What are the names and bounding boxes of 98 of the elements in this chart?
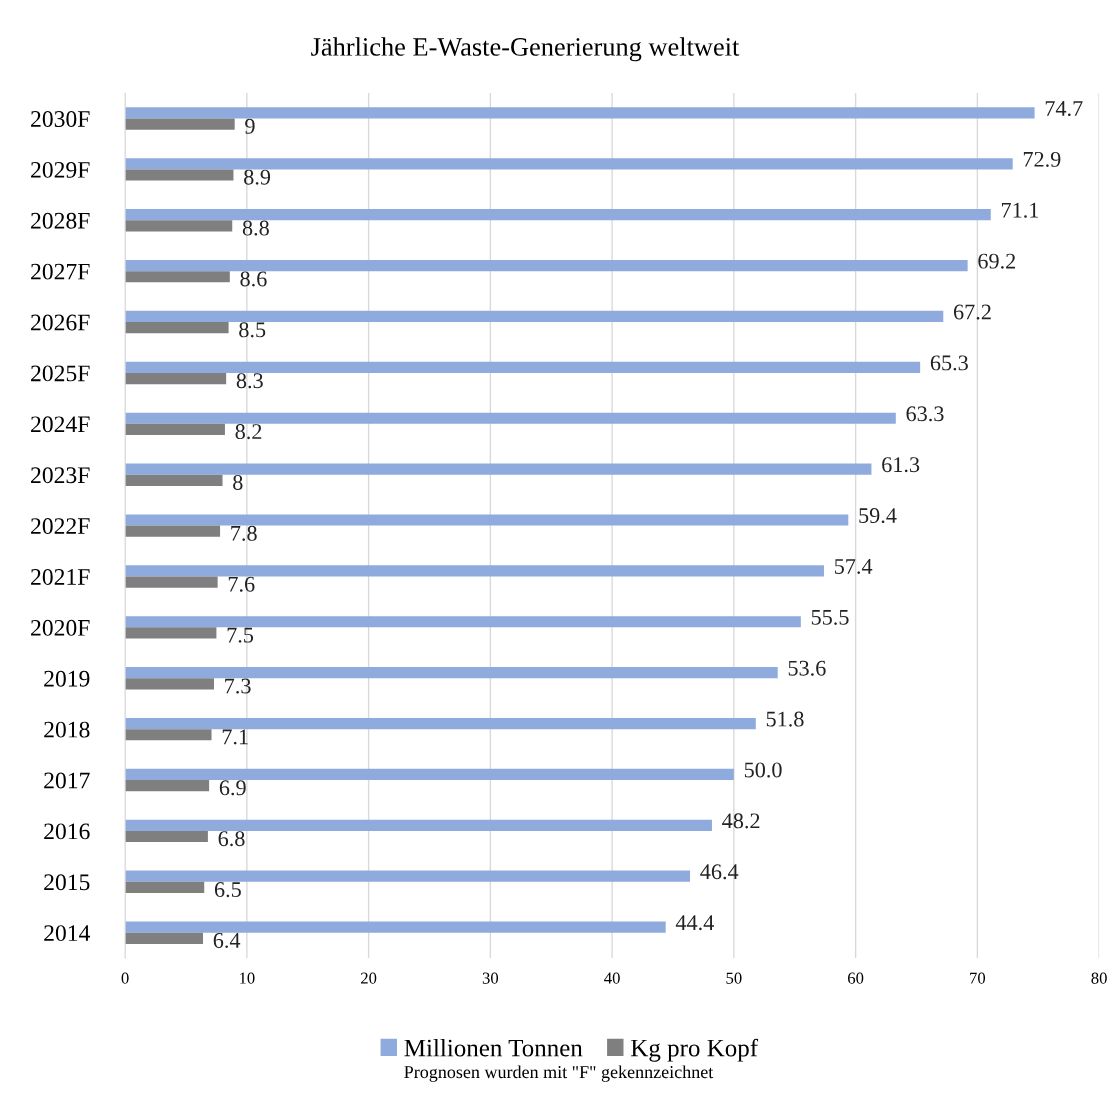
bar xyxy=(125,729,212,741)
bar xyxy=(125,412,896,424)
bar xyxy=(125,819,712,831)
data-label: 53.6 xyxy=(788,660,826,676)
bar xyxy=(125,118,235,130)
data-label: 8 xyxy=(233,474,243,490)
bar xyxy=(125,474,223,486)
bar xyxy=(125,525,221,537)
data-label: 6.8 xyxy=(218,831,245,847)
bar xyxy=(125,220,233,232)
data-label: 8.5 xyxy=(239,322,266,338)
bar xyxy=(125,565,824,577)
y-tick-label: 2024F xyxy=(31,416,90,433)
bar xyxy=(125,627,217,639)
y-tick-label: 2014 xyxy=(44,925,91,942)
bar xyxy=(125,259,968,272)
bar xyxy=(125,870,691,882)
bar xyxy=(125,271,230,283)
data-label: 74.7 xyxy=(1045,101,1083,117)
data-label: 65.3 xyxy=(930,355,968,371)
data-label: 6.5 xyxy=(214,882,241,898)
y-tick-label: 2022F xyxy=(31,518,90,535)
text: Prognosen wurden mit "F" gekennzeichnet xyxy=(404,1065,714,1082)
y-tick-label: 2025F xyxy=(31,365,90,382)
data-label: 59.4 xyxy=(859,508,897,524)
bar xyxy=(125,667,778,679)
y-tick-label: 2030F xyxy=(31,111,90,127)
data-label: 48.2 xyxy=(722,813,760,829)
y-tick-label: 2017 xyxy=(44,772,90,789)
data-label: 71.1 xyxy=(1001,202,1039,218)
y-tick-label: 2026F xyxy=(31,314,90,331)
bar xyxy=(125,463,872,475)
bar xyxy=(125,322,229,334)
y-tick-label: 2018 xyxy=(44,721,90,738)
data-label: 72.9 xyxy=(1023,151,1061,167)
x-tick-label: 80 xyxy=(1091,972,1107,984)
data-label: 8.9 xyxy=(244,169,271,185)
y-tick-label: 2023F xyxy=(31,467,90,484)
data-label: 8.6 xyxy=(240,271,267,287)
bar xyxy=(125,768,734,781)
bar xyxy=(125,830,208,843)
data-label: 7.5 xyxy=(227,627,254,643)
bar xyxy=(125,158,1013,170)
y-tick-label: 2016 xyxy=(44,823,90,840)
x-tick-label: 50 xyxy=(726,972,742,984)
x-tick-label: 40 xyxy=(604,972,620,984)
data-label: 55.5 xyxy=(811,610,849,625)
legend-label: Kg pro Kopf xyxy=(631,1038,759,1062)
data-label: 8.2 xyxy=(235,424,262,440)
bar xyxy=(125,780,210,792)
x-tick-label: 70 xyxy=(970,972,986,984)
x-tick-label: 0 xyxy=(121,972,129,984)
x-tick-label: 20 xyxy=(361,972,377,984)
bar xyxy=(125,576,218,588)
y-tick-label: 2015 xyxy=(44,874,90,891)
data-label: 51.8 xyxy=(766,711,804,727)
data-label: 7.6 xyxy=(228,576,255,592)
data-label: 44.4 xyxy=(675,915,714,931)
bar xyxy=(125,921,666,933)
data-label: 50.0 xyxy=(744,762,782,778)
bar xyxy=(125,107,1035,119)
bar xyxy=(125,361,921,373)
data-label: 8.3 xyxy=(236,373,263,389)
data-label: 6.9 xyxy=(219,780,246,796)
data-label: 9 xyxy=(245,118,255,134)
data-label: 7.8 xyxy=(231,525,257,541)
x-tick-label: 30 xyxy=(482,972,499,984)
bar xyxy=(125,423,225,436)
x-tick-label: 10 xyxy=(239,972,255,984)
data-label: 67.2 xyxy=(953,304,991,320)
y-tick-label: 2020F xyxy=(31,619,90,636)
bar xyxy=(125,881,205,893)
data-label: 63.3 xyxy=(906,406,944,422)
bar xyxy=(125,514,849,526)
bar xyxy=(125,169,234,181)
bar xyxy=(125,209,991,221)
bar xyxy=(125,717,756,730)
bar xyxy=(125,678,214,690)
y-tick-label: 2021F xyxy=(31,568,90,585)
data-label: 57.4 xyxy=(835,559,873,574)
x-tick-label: 60 xyxy=(848,972,864,984)
data-label: 6.4 xyxy=(213,932,241,949)
bar xyxy=(125,932,204,944)
bar xyxy=(125,372,227,385)
data-label: 46.4 xyxy=(700,864,739,880)
y-tick-label: 2029F xyxy=(31,161,90,178)
y-tick-label: 2028F xyxy=(31,212,90,229)
y-tick-label: 2019 xyxy=(44,670,90,687)
legend-label: Millionen Tonnen xyxy=(404,1038,583,1057)
bar xyxy=(125,310,944,323)
chart-title: Jährliche E-Waste-Generierung weltweit xyxy=(311,37,740,62)
data-label: 7.3 xyxy=(225,678,251,694)
data-label: 8.8 xyxy=(242,220,269,236)
data-label: 7.1 xyxy=(222,729,248,745)
y-tick-label: 2027F xyxy=(31,263,90,280)
data-label: 69.2 xyxy=(978,253,1016,269)
bar xyxy=(125,616,801,628)
data-label: 61.3 xyxy=(882,457,920,473)
